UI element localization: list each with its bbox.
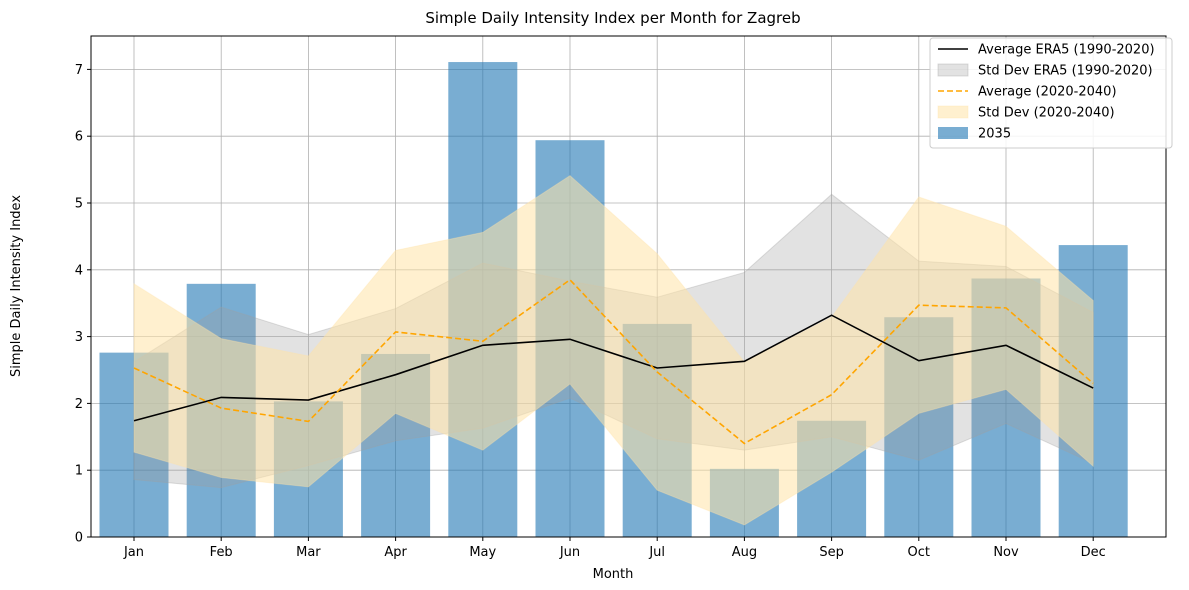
x-tick-label: May — [469, 545, 496, 560]
x-tick-label: Mar — [296, 545, 321, 560]
line-average-era5 — [133, 314, 1094, 422]
x-axis-label: Month — [593, 567, 634, 582]
line-average-2020-2040 — [133, 278, 1094, 445]
x-tick-label: Aug — [732, 545, 757, 560]
y-tick-label: 2 — [75, 397, 83, 412]
x-tick-label: Nov — [993, 545, 1019, 560]
y-axis-label: Simple Daily Intensity Index — [9, 195, 24, 377]
y-tick-label: 6 — [75, 130, 83, 145]
band-std-dev-2020-2040 — [133, 174, 1094, 526]
x-tick-label: Jul — [648, 545, 665, 560]
x-tick-label: Jan — [123, 545, 144, 560]
plot-frame — [90, 35, 1167, 538]
y-axis-ticks: 0 1 2 3 4 5 6 7 — [75, 63, 91, 546]
x-axis-ticks: Jan Feb Mar Apr May Jun Jul Aug Sep Oct Nov Dec — [123, 537, 1106, 560]
x-tick-label: Sep — [819, 545, 844, 560]
x-tick-label: Apr — [384, 545, 407, 560]
y-tick-label: 5 — [75, 197, 83, 212]
average-lines — [133, 278, 1094, 445]
y-tick-label: 4 — [75, 263, 83, 278]
x-tick-label: Dec — [1081, 545, 1106, 560]
legend-label: 2035 — [978, 127, 1011, 142]
legend-swatch — [937, 105, 969, 119]
chart-title: Simple Daily Intensity Index per Month f… — [425, 9, 800, 27]
y-tick-label: 1 — [75, 464, 83, 479]
legend: Average ERA5 (1990-2020) Std Dev ERA5 (19… — [929, 37, 1173, 149]
x-tick-label: Jun — [559, 545, 580, 560]
legend-label: Std Dev (2020-2040) — [978, 106, 1115, 121]
legend-label: Average (2020-2040) — [978, 85, 1117, 100]
legend-label: Average ERA5 (1990-2020) — [978, 43, 1155, 58]
y-tick-label: 0 — [75, 531, 83, 546]
legend-swatch — [937, 63, 969, 77]
x-tick-label: Feb — [210, 545, 233, 560]
y-tick-label: 3 — [75, 330, 83, 345]
legend-box — [929, 37, 1173, 149]
legend-swatch — [938, 127, 968, 139]
legend-label: Std Dev ERA5 (1990-2020) — [978, 64, 1153, 79]
x-tick-label: Oct — [908, 545, 930, 560]
std-dev-bands — [133, 174, 1094, 526]
y-tick-label: 7 — [75, 63, 83, 78]
